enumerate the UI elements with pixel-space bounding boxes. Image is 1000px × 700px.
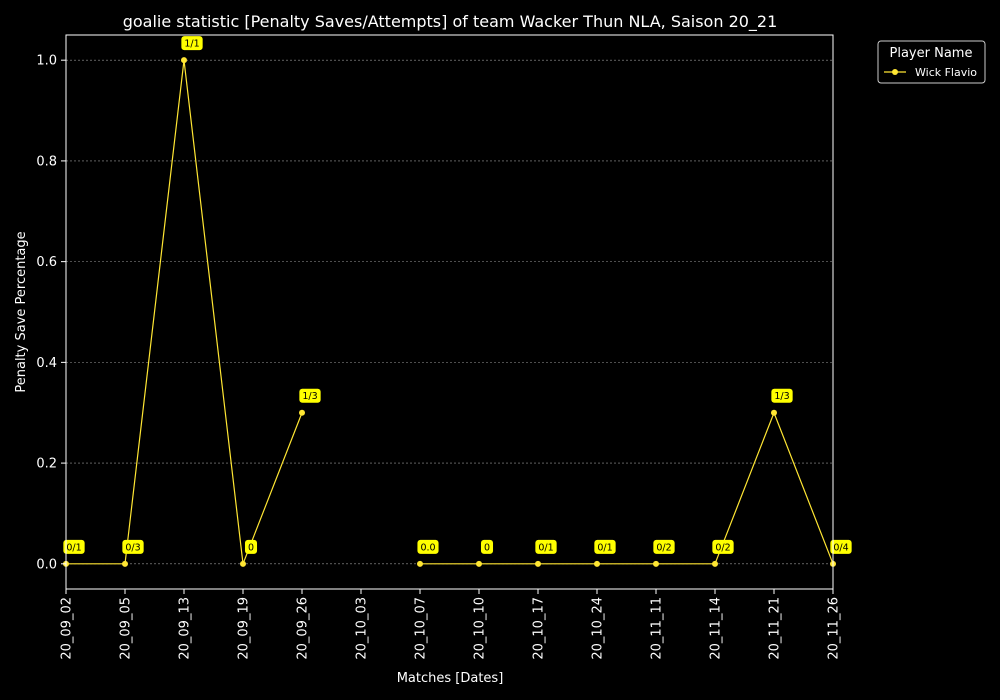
data-point — [476, 560, 482, 567]
data-point — [594, 560, 600, 567]
data-label-text: 0/4 — [833, 542, 848, 553]
data-labels: 0/1 0/3 1/1 0 1/3 0.0 0 0/1 0/1 0/2 0/2 1/3 0/4 — [63, 36, 852, 554]
data-label-box — [480, 539, 494, 554]
data-label-box — [181, 36, 203, 51]
x-tick-label: 20_10_17 — [532, 597, 547, 660]
data-label-box — [712, 539, 734, 554]
x-tick-label: 20_10_24 — [591, 597, 606, 660]
data-point — [535, 560, 541, 567]
data-label-box — [771, 388, 793, 403]
data-label: 0/4 — [830, 539, 852, 554]
x-tick-label: 20_11_21 — [768, 597, 783, 660]
data-label: 0/1 — [535, 539, 557, 554]
data-label-text: 0 — [248, 542, 254, 553]
data-label-text: 0/3 — [125, 542, 140, 553]
data-label: 1/3 — [771, 388, 793, 403]
data-label: 1/1 — [181, 36, 203, 51]
data-label-text: 0/1 — [538, 542, 553, 553]
data-label-text: 1/1 — [184, 39, 199, 50]
data-label-text: 0/1 — [66, 542, 81, 553]
data-label-box — [63, 539, 85, 554]
data-label-box — [653, 539, 675, 554]
data-point — [122, 560, 128, 567]
x-tick-label: 20_10_10 — [473, 597, 488, 660]
y-tick-label: 0.8 — [36, 154, 57, 169]
chart-title: goalie statistic [Penalty Saves/Attempts… — [123, 12, 778, 32]
x-tick-label: 20_09_13 — [178, 597, 193, 660]
data-label: 0 — [244, 539, 258, 554]
data-label-text: 0.0 — [420, 542, 435, 553]
data-label-text: 0 — [484, 542, 490, 553]
data-label-text: 1/3 — [302, 391, 317, 402]
axes: 0.0 0.2 0.4 0.6 0.8 1.0 20_09_02 20_09_05 20_09_… — [36, 34, 842, 660]
data-label-box — [830, 539, 852, 554]
x-tick-label: 20_09_05 — [119, 597, 134, 660]
data-label: 0/2 — [712, 539, 734, 554]
data-label-box — [244, 539, 258, 554]
data-label-box — [594, 539, 616, 554]
data-label: 0/2 — [653, 539, 675, 554]
y-axis-label: Penalty Save Percentage — [14, 231, 29, 392]
series-line — [420, 411, 834, 565]
data-point — [653, 560, 659, 567]
x-tick-label: 20_09_26 — [296, 597, 311, 660]
data-point — [181, 57, 187, 64]
x-tick-label: 20_11_14 — [709, 597, 724, 660]
x-tick-label: 20_10_07 — [414, 597, 429, 660]
data-point — [417, 560, 423, 567]
x-axis-label: Matches [Dates] — [397, 671, 504, 686]
x-tick-label: 20_09_02 — [60, 597, 75, 660]
y-tick-label: 0.6 — [36, 255, 57, 270]
x-tick-label: 20_09_19 — [237, 597, 252, 660]
data-label-box — [122, 539, 144, 554]
data-label-box — [535, 539, 557, 554]
data-label-box — [299, 388, 321, 403]
data-label: 0/1 — [63, 539, 85, 554]
plot-frame — [65, 34, 834, 590]
data-point — [712, 560, 718, 567]
data-label: 0.0 — [417, 539, 439, 554]
x-tick-label: 20_11_11 — [650, 597, 665, 660]
x-tick-label: 20_10_03 — [355, 597, 370, 660]
data-label-text: 0/1 — [597, 542, 612, 553]
data-label: 0 — [480, 539, 494, 554]
legend-series-marker — [892, 69, 898, 75]
y-tick-label: 0.2 — [36, 457, 57, 472]
data-label: 0/3 — [122, 539, 144, 554]
data-label-box — [417, 539, 439, 554]
data-label-text: 1/3 — [774, 391, 789, 402]
data-point — [240, 560, 246, 567]
legend: Player Name Wick Flavio — [877, 40, 986, 84]
legend-series-name: Wick Flavio — [915, 66, 977, 79]
data-label-text: 0/2 — [656, 542, 671, 553]
y-tick-label: 0.4 — [36, 356, 57, 371]
y-tick-label: 1.0 — [36, 54, 57, 69]
data-point — [299, 409, 305, 416]
x-tick-label: 20_11_26 — [827, 597, 842, 660]
data-label-text: 0/2 — [715, 542, 730, 553]
legend-title: Player Name — [890, 46, 973, 61]
data-label: 1/3 — [299, 388, 321, 403]
data-point — [771, 409, 777, 416]
y-tick-label: 0.0 — [36, 557, 57, 572]
data-label: 0/1 — [594, 539, 616, 554]
